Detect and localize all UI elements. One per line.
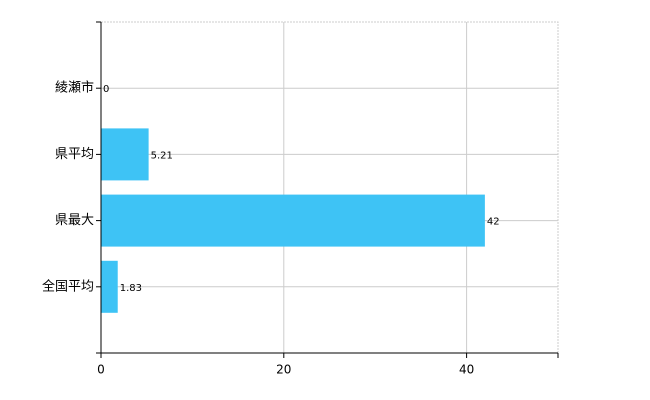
value-label: 0 [103, 84, 109, 95]
value-label: 5.21 [151, 150, 173, 161]
bar [101, 194, 485, 247]
x-tick-label: 40 [459, 363, 474, 377]
y-tick-label: 全国平均 [42, 278, 94, 294]
x-tick-label: 20 [276, 363, 291, 377]
x-tick-label: 0 [97, 363, 105, 377]
bar [101, 260, 118, 313]
bar [101, 128, 149, 181]
y-tick-label: 県平均 [55, 147, 94, 162]
y-tick-label: 綾瀬市 [55, 80, 94, 96]
plot-frame [100, 21, 559, 354]
value-label: 42 [487, 217, 500, 228]
y-tick-label: 県最大 [55, 213, 94, 228]
value-label: 1.83 [120, 283, 142, 294]
